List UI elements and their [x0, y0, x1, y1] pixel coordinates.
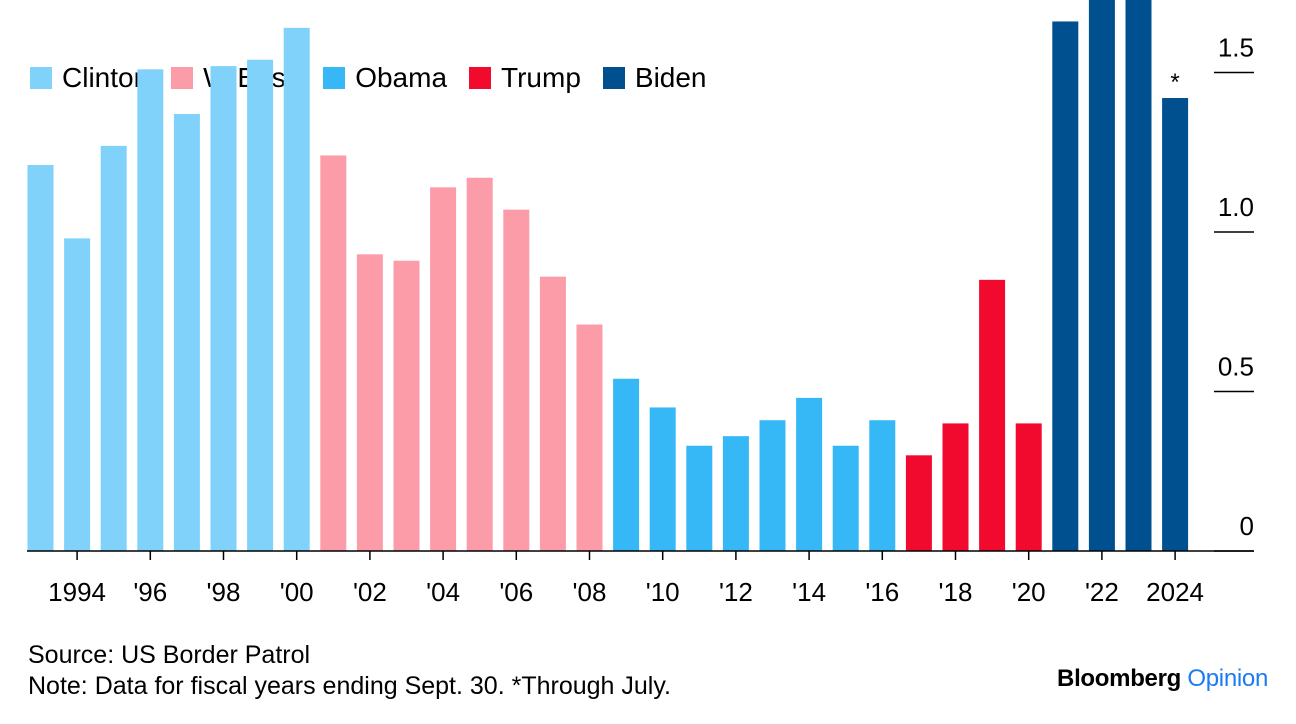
legend-swatch [171, 67, 194, 89]
bar [247, 59, 274, 552]
bar [503, 209, 530, 552]
y-tick-label: 0.5 [1218, 352, 1254, 382]
legend-swatch [30, 67, 52, 89]
legend-swatch [323, 67, 346, 89]
bar [1015, 423, 1042, 551]
brand-name: Bloomberg [1057, 665, 1181, 692]
legend-item: Obama [323, 60, 447, 96]
bar [64, 238, 91, 551]
bar [137, 69, 164, 551]
bar [796, 397, 823, 551]
x-tick-label: 1994 [48, 577, 106, 607]
bar [393, 260, 420, 551]
bar [320, 155, 347, 551]
bar [27, 165, 54, 551]
bar [430, 187, 457, 551]
bar [539, 276, 566, 551]
x-tick-label: '06 [499, 577, 533, 607]
bar [210, 66, 237, 552]
bar [869, 420, 896, 551]
x-tick-label: '20 [1012, 577, 1046, 607]
y-tick-label: 0 [1240, 511, 1254, 541]
bar-chart: 00.51.01.52.02.5M encounters at the sout… [27, 0, 1254, 607]
x-tick-label: '22 [1085, 577, 1119, 607]
x-tick-label: '96 [133, 577, 167, 607]
bar [1088, 0, 1115, 551]
brand-accent: Opinion [1187, 665, 1268, 692]
source-note: Source: US Border Patrol [28, 641, 311, 669]
legend-swatch [469, 67, 492, 89]
bar [942, 423, 969, 551]
x-tick-label: '16 [865, 577, 899, 607]
bar [173, 113, 200, 551]
bar [1125, 0, 1152, 552]
y-tick-label: 1.0 [1218, 192, 1254, 222]
legend: ClintonW BushObamaTrumpBiden [30, 60, 729, 96]
legend-item: Clinton [30, 60, 149, 96]
legend-item: Biden [602, 60, 707, 96]
legend-label: Trump [501, 62, 581, 93]
bar [466, 177, 493, 551]
bar [905, 455, 932, 551]
bar [649, 407, 676, 551]
bar [1052, 21, 1079, 551]
legend-label: Biden [634, 62, 707, 93]
bar [283, 27, 310, 551]
bar [100, 145, 127, 551]
legend-label: Obama [355, 62, 448, 93]
bar [722, 436, 749, 551]
legend-label: Clinton [62, 62, 150, 93]
data-note: Note: Data for fiscal years ending Sept.… [28, 672, 671, 700]
legend-swatch [602, 67, 625, 89]
x-tick-label: 2024 [1146, 577, 1204, 607]
bar [576, 324, 603, 551]
x-tick-label: '04 [426, 577, 460, 607]
x-tick-label: '18 [939, 577, 973, 607]
bar [832, 445, 859, 551]
x-tick-label: '08 [573, 577, 607, 607]
legend-item: Trump [469, 60, 581, 96]
x-tick-label: '00 [280, 577, 314, 607]
x-tick-label: '10 [646, 577, 680, 607]
bar [1162, 98, 1189, 552]
y-tick-label: 1.5 [1218, 33, 1254, 63]
bar [356, 254, 383, 551]
bar [979, 279, 1006, 551]
bar [613, 378, 640, 551]
bar [686, 445, 713, 551]
bar [759, 420, 786, 551]
x-tick-label: '02 [353, 577, 387, 607]
x-tick-label: '12 [719, 577, 753, 607]
x-tick-label: '14 [792, 577, 826, 607]
brand-logo: Bloomberg Opinion [1057, 665, 1268, 693]
bar-annotation: * [1170, 69, 1179, 96]
x-tick-label: '98 [207, 577, 241, 607]
